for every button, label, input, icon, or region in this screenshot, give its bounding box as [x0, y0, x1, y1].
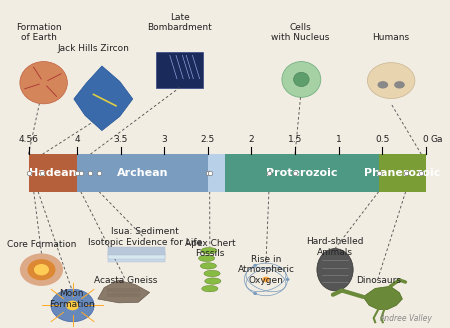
Ellipse shape	[205, 278, 221, 284]
Ellipse shape	[394, 81, 405, 89]
Ellipse shape	[202, 285, 218, 292]
Ellipse shape	[200, 263, 216, 269]
Ellipse shape	[201, 248, 217, 254]
Ellipse shape	[20, 62, 68, 104]
Text: Humans: Humans	[373, 33, 410, 42]
Polygon shape	[98, 280, 149, 303]
Text: 2: 2	[249, 135, 254, 145]
FancyBboxPatch shape	[156, 52, 203, 88]
Text: 3: 3	[162, 135, 167, 145]
FancyBboxPatch shape	[77, 154, 208, 192]
Ellipse shape	[367, 63, 415, 98]
Text: Jack Hills Zircon: Jack Hills Zircon	[57, 44, 129, 53]
Text: Apex Chert
Fossils: Apex Chert Fossils	[184, 239, 235, 258]
Text: 1.5: 1.5	[288, 135, 302, 145]
Text: Archean: Archean	[117, 168, 168, 178]
Text: Isua: Sediment
Isotopic Evidence for Life: Isua: Sediment Isotopic Evidence for Lif…	[88, 227, 202, 247]
FancyBboxPatch shape	[108, 251, 165, 258]
FancyBboxPatch shape	[28, 154, 77, 192]
Text: Dinosaurs: Dinosaurs	[356, 276, 400, 285]
Text: Ga: Ga	[431, 135, 443, 145]
Text: Hard-shelled
Animals: Hard-shelled Animals	[306, 237, 364, 256]
Ellipse shape	[282, 62, 321, 97]
Text: Phanerozoic: Phanerozoic	[364, 168, 441, 178]
FancyBboxPatch shape	[378, 154, 426, 192]
Text: 3.5: 3.5	[114, 135, 128, 145]
Text: 4: 4	[75, 135, 80, 145]
FancyBboxPatch shape	[225, 154, 378, 192]
Ellipse shape	[286, 278, 289, 281]
Text: Late
Bombardment: Late Bombardment	[147, 13, 212, 32]
Text: Cells
with Nucleus: Cells with Nucleus	[271, 23, 330, 42]
Ellipse shape	[198, 255, 215, 261]
Text: 2.5: 2.5	[201, 135, 215, 145]
Text: Core Formation: Core Formation	[7, 240, 76, 249]
Ellipse shape	[262, 277, 270, 282]
Text: Proterozoic: Proterozoic	[266, 168, 338, 178]
Text: 4.56: 4.56	[18, 135, 39, 145]
Text: 0.5: 0.5	[375, 135, 389, 145]
Polygon shape	[74, 66, 133, 131]
Ellipse shape	[34, 264, 49, 276]
Text: Andree Valley: Andree Valley	[379, 314, 432, 323]
Text: Moon
Formation: Moon Formation	[49, 289, 94, 309]
Text: 1: 1	[336, 135, 342, 145]
Ellipse shape	[378, 81, 388, 89]
Ellipse shape	[20, 254, 63, 286]
Ellipse shape	[317, 249, 353, 291]
Ellipse shape	[253, 292, 257, 295]
Text: 0: 0	[423, 135, 428, 145]
Ellipse shape	[66, 300, 79, 310]
FancyBboxPatch shape	[108, 247, 165, 255]
Ellipse shape	[293, 72, 309, 87]
Polygon shape	[363, 286, 402, 310]
Ellipse shape	[51, 289, 94, 322]
Text: Formation
of Earth: Formation of Earth	[17, 23, 62, 42]
Text: Rise in
Atmospheric
Oxygen: Rise in Atmospheric Oxygen	[238, 255, 294, 285]
FancyBboxPatch shape	[208, 154, 225, 192]
Ellipse shape	[253, 264, 257, 267]
FancyBboxPatch shape	[108, 254, 165, 262]
Text: Acasta Gneiss: Acasta Gneiss	[94, 276, 158, 285]
Text: Hadean: Hadean	[29, 168, 76, 178]
Ellipse shape	[27, 259, 55, 280]
Ellipse shape	[204, 270, 220, 277]
